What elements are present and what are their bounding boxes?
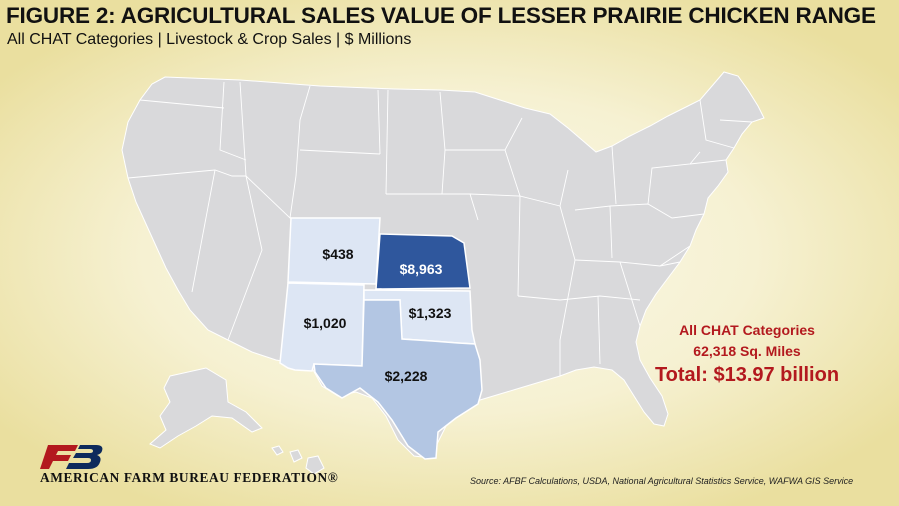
source-note: Source: AFBF Calculations, USDA, Nationa…	[470, 476, 854, 486]
summary-box: All CHAT Categories 62,318 Sq. Miles Tot…	[632, 320, 862, 388]
value-label-colorado: $438	[322, 246, 353, 262]
organization-name: AMERICAN FARM BUREAU FEDERATION®	[40, 470, 339, 485]
value-label-kansas: $8,963	[400, 261, 443, 277]
value-label-new-mexico: $1,020	[304, 315, 347, 331]
summary-area: 62,318 Sq. Miles	[693, 343, 801, 359]
hawaii-shape	[271, 445, 325, 475]
value-label-texas: $2,228	[385, 368, 428, 384]
summary-total: Total: $13.97 billion	[654, 364, 840, 386]
state-texas	[313, 299, 483, 460]
afbf-logo-icon	[40, 445, 103, 469]
value-label-oklahoma: $1,323	[409, 305, 452, 321]
summary-category: All CHAT Categories	[679, 322, 815, 338]
alaska-shape	[149, 367, 263, 449]
figure-title: FIGURE 2: AGRICULTURAL SALES VALUE OF LE…	[6, 3, 876, 28]
state-kansas	[375, 233, 471, 290]
figure-subtitle: All CHAT Categories | Livestock & Crop S…	[7, 31, 412, 48]
state-value-labels: $438 $8,963 $1,020 $1,323 $2,228	[304, 246, 452, 384]
logo-b-mark	[66, 445, 103, 469]
state-borders	[127, 81, 753, 376]
logo-f-mark	[40, 445, 78, 469]
highlighted-states	[279, 217, 483, 460]
